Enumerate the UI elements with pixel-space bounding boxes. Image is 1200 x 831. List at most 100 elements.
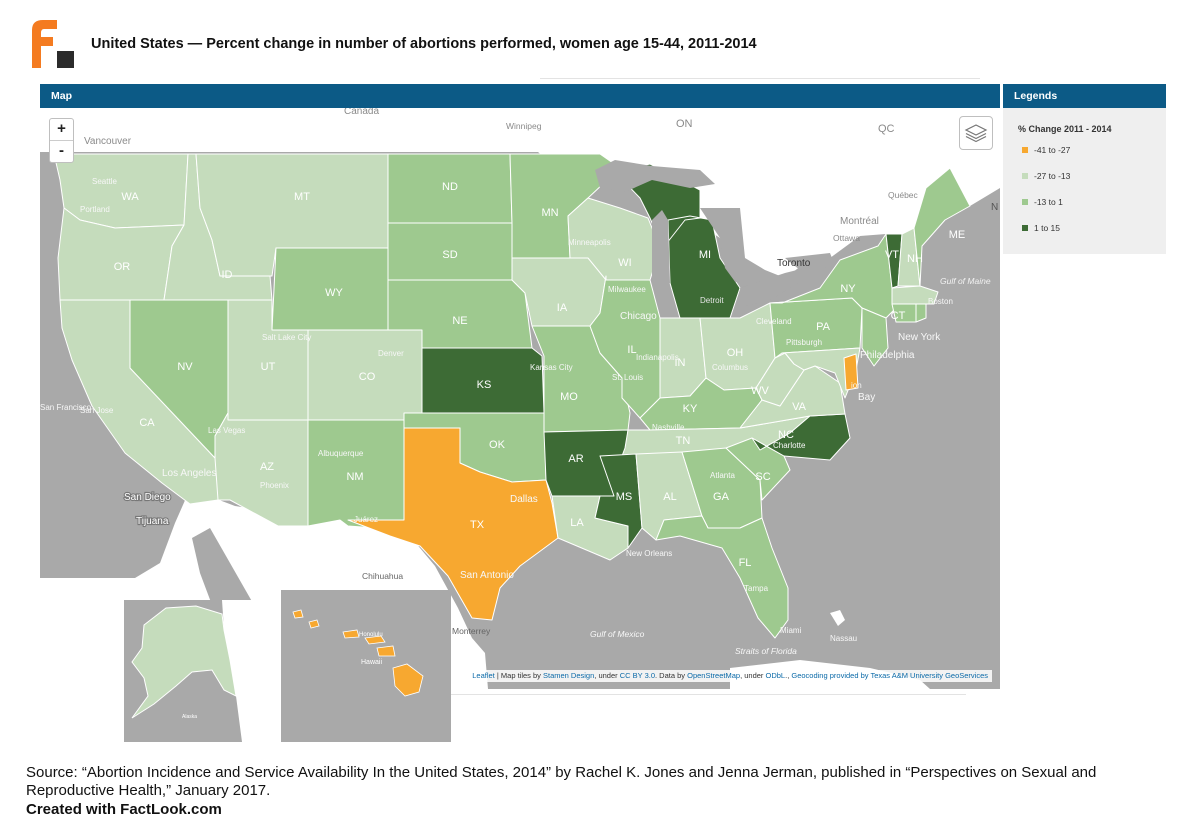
label-MI: MI [699, 249, 711, 261]
legend-swatch [1022, 146, 1028, 153]
hawaii-inset-map: Honolulu Hawaii [292, 609, 424, 697]
state-TX[interactable] [347, 427, 559, 621]
label-IL: IL [627, 344, 636, 356]
label-FL: FL [739, 557, 752, 569]
legend-swatch [1022, 198, 1028, 205]
legend-item: -27 to -13 [1022, 170, 1070, 182]
legend-label: -13 to 1 [1034, 197, 1063, 207]
state-MD[interactable] [781, 347, 861, 399]
page-title: United States — Percent change in number… [91, 36, 757, 52]
label-kansas-city: Kansas City [530, 363, 573, 372]
state-AK[interactable] [131, 605, 237, 719]
state-labels: WA OR CA NV ID MT WY UT AZ CO NM ND SD N… [114, 181, 966, 569]
state-HI[interactable] [376, 645, 396, 657]
state-HI[interactable] [364, 635, 386, 645]
zoom-in-button[interactable]: + [57, 120, 66, 137]
layers-control-button[interactable] [959, 116, 993, 150]
state-NC[interactable] [751, 413, 851, 461]
state-ME[interactable] [913, 167, 971, 287]
legend-swatch [1022, 224, 1028, 231]
state-NJ[interactable] [861, 307, 889, 367]
label-WI: WI [618, 257, 631, 269]
label-AR: AR [568, 453, 583, 465]
label-MN: MN [541, 207, 558, 219]
label-san-diego: San Diego [124, 492, 171, 503]
label-KS: KS [477, 379, 492, 391]
label-ID: ID [222, 269, 233, 281]
label-CO: CO [359, 371, 376, 383]
label-st-louis: St. Louis [612, 373, 643, 382]
legend-label: -27 to -13 [1034, 171, 1071, 181]
legend-label: -41 to -27 [1034, 145, 1071, 155]
label-vancouver: Vancouver [84, 136, 132, 147]
label-atlanta: Atlanta [710, 471, 735, 480]
label-salt-lake-city: Salt Lake City [262, 333, 311, 342]
label-los-angeles: Los Angeles [162, 468, 217, 479]
label-chicago: Chicago [620, 311, 657, 322]
label-IN: IN [675, 357, 686, 369]
label-SC: SC [755, 471, 770, 483]
state-HI[interactable] [308, 619, 320, 629]
label-honolulu: Honolulu [359, 632, 383, 638]
label-CA: CA [139, 417, 155, 429]
label-AL: AL [663, 491, 676, 503]
map-panel-header: Map [40, 84, 1000, 108]
zoom-out-button[interactable]: - [50, 140, 73, 162]
state-DE[interactable] [843, 353, 859, 391]
label-detroit: Detroit [700, 296, 724, 305]
label-san-jose: San Jose [80, 406, 114, 415]
odbl-link[interactable]: ODbL [765, 671, 786, 680]
label-ND: ND [442, 181, 458, 193]
label-IA: IA [557, 302, 568, 314]
state-HI[interactable] [292, 609, 304, 619]
state-KS[interactable] [421, 347, 545, 414]
label-PA: PA [816, 321, 831, 333]
label-new-york: New York [898, 332, 941, 343]
leaflet-link[interactable]: Leaflet [472, 671, 495, 680]
label-TN: TN [676, 435, 691, 447]
state-RI[interactable] [915, 303, 927, 323]
label-MS: MS [616, 491, 633, 503]
label-NH: NH [907, 253, 923, 265]
canada-land [40, 108, 1000, 278]
osm-link[interactable]: OpenStreetMap [687, 671, 741, 680]
state-FL[interactable] [655, 515, 789, 639]
lake-superior [595, 160, 715, 192]
label-TX: TX [470, 519, 485, 531]
state-MA[interactable] [891, 285, 939, 305]
label-KY: KY [683, 403, 698, 415]
canada-land-inset [222, 600, 280, 742]
map-attribution: Leaflet | Map tiles by Stamen Design, un… [468, 670, 992, 682]
place-labels: Canada Vancouver Winnipeg ON QC Québec M… [40, 108, 998, 656]
label-ion: ion [851, 381, 862, 390]
credit-line: Created with FactLook.com [26, 801, 222, 818]
attribution-text: ., [785, 671, 792, 680]
label-miami: Miami [780, 626, 802, 635]
label-ottawa: Ottawa [833, 233, 860, 243]
label-bay: Bay [858, 392, 875, 403]
label-quebec: Québec [888, 190, 919, 200]
state-IL[interactable] [589, 275, 661, 419]
divider [540, 78, 980, 79]
label-columbus: Columbus [712, 363, 748, 372]
stamen-link[interactable]: Stamen Design [543, 671, 595, 680]
label-UT: UT [261, 361, 276, 373]
state-HI[interactable] [392, 663, 424, 697]
label-charlotte: Charlotte [773, 441, 806, 450]
label-straits-of-florida: Straits of Florida [735, 646, 797, 656]
legend-item: 1 to 15 [1022, 222, 1060, 234]
label-alaska: Alaska [182, 714, 197, 720]
state-HI[interactable] [342, 629, 360, 639]
label-tampa: Tampa [744, 584, 769, 593]
label-MT: MT [294, 191, 310, 203]
geocoding-link[interactable]: Geocoding provided by Texas A&M Universi… [791, 671, 988, 680]
label-philadelphia: Philadelphia [860, 350, 915, 361]
label-boston: Boston [928, 297, 953, 306]
label-montreal: Montréal [840, 216, 879, 227]
label-OR: OR [114, 261, 131, 273]
ccby-link[interactable]: CC BY 3.0 [619, 671, 656, 680]
lake-michigan [652, 210, 670, 293]
label-ME: ME [949, 229, 966, 241]
label-VT: VT [885, 249, 899, 261]
source-citation: Source: “Abortion Incidence and Service … [26, 764, 1097, 799]
